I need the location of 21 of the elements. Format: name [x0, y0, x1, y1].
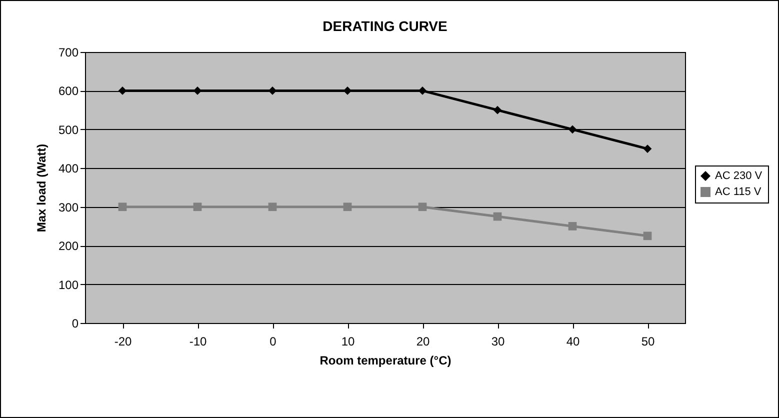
legend-label: AC 115 V [715, 186, 762, 198]
y-tick-label: 200 [58, 239, 79, 254]
x-tick-label: 30 [491, 334, 505, 348]
x-tick-label: -10 [189, 334, 207, 348]
y-tick-label: 600 [58, 84, 79, 98]
y-tick-label: 400 [58, 162, 79, 176]
x-tick-label: -20 [114, 334, 132, 348]
y-tick-label: 500 [58, 122, 79, 137]
x-axis-title: Room temperature (°C) [320, 354, 452, 368]
y-tick-label: 0 [72, 316, 79, 330]
x-tick-label: 0 [270, 334, 277, 348]
y-tick-label: 700 [58, 46, 79, 60]
x-tick-label: 40 [566, 334, 580, 348]
x-tick-label: 20 [416, 334, 430, 348]
y-tick-label: 300 [58, 200, 79, 214]
chart-title: DERATING CURVE [322, 18, 448, 34]
x-tick-label: 10 [341, 334, 355, 348]
x-tick-label: 50 [641, 334, 655, 348]
y-axis-title: Max load (Watt) [34, 144, 48, 232]
y-tick-label: 100 [58, 278, 79, 292]
legend-label: AC 230 V [715, 170, 763, 182]
